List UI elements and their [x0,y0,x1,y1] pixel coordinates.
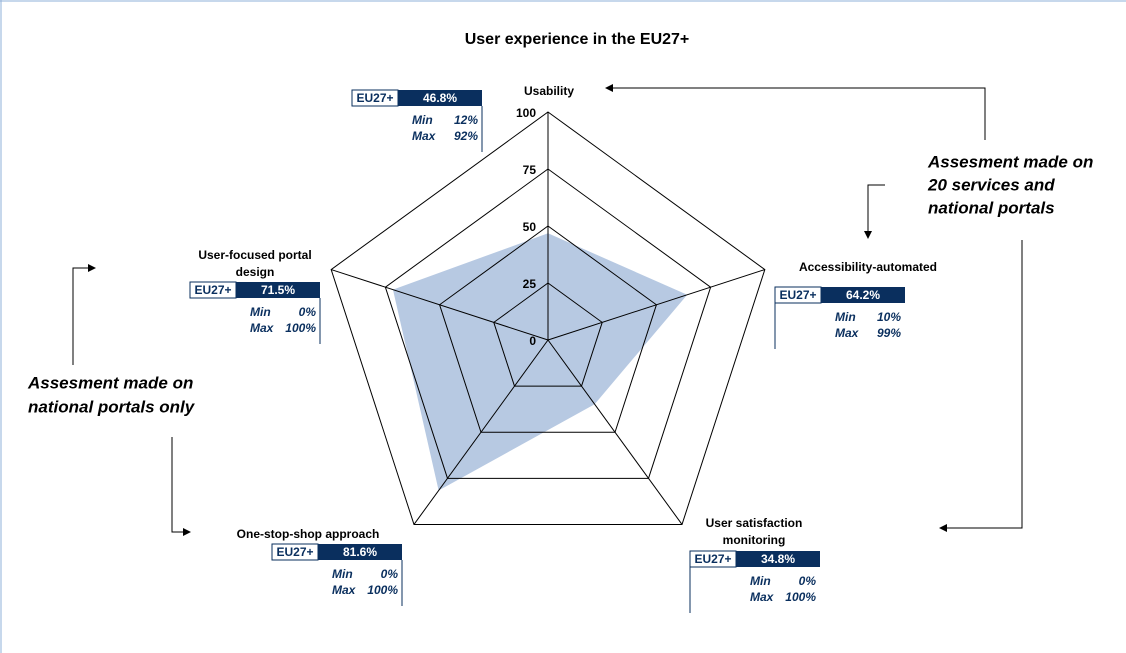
box-label: EU27+ [276,545,313,559]
box-label: EU27+ [194,283,231,297]
box-value-cell [236,282,320,298]
box-label: EU27+ [694,552,731,566]
max-text: Max [835,326,860,340]
annotation: national portals [928,198,1055,217]
axis-label: One-stop-shop approach [237,527,380,541]
arrow [605,84,986,140]
min-text: Min [412,113,433,127]
min-label: 0% [799,574,817,588]
tick-label: 25 [523,277,537,291]
spoke [331,269,549,341]
axis-label: Usability [524,84,574,98]
max-label: 100% [785,590,816,604]
min-text: Min [750,574,771,588]
max-label: 100% [285,321,316,335]
tick-label: 75 [523,163,537,177]
spoke [547,269,765,341]
max-label: 99% [877,326,901,340]
tick-label: 100 [516,106,536,120]
annotation: Assesment made on [927,152,1093,171]
annotation: national portals only [28,397,196,416]
max-text: Max [412,129,437,143]
spoke [547,339,683,525]
max-label: 92% [454,129,478,143]
arrow [72,264,96,365]
box-label: EU27+ [356,91,393,105]
tick-label: 0 [529,334,536,348]
grid-line [493,282,603,387]
max-text: Max [750,590,775,604]
axis-label: monitoring [723,533,786,547]
min-text: Min [835,310,856,324]
box-label: EU27+ [779,288,816,302]
box-value-cell [398,90,482,106]
grid-line [330,111,766,525]
box-value-cell [736,551,820,567]
min-label: 12% [454,113,478,127]
grid-line [438,225,658,433]
min-label: 0% [381,567,399,581]
annotation: Assesment made on [27,373,193,392]
arrow [864,184,885,239]
min-text: Min [332,567,353,581]
box-value-cell [318,544,402,560]
min-text: Min [250,305,271,319]
value-label: 34.8% [761,552,795,566]
axis-label: User-focused portal [198,248,311,262]
arrow [171,437,191,536]
min-label: 0% [299,305,317,319]
data-area [392,233,688,491]
max-text: Max [332,583,357,597]
box-value-cell [821,287,905,303]
min-label: 10% [877,310,901,324]
annotation: 20 services and [927,175,1055,194]
value-label: 64.2% [846,288,880,302]
max-text: Max [250,321,275,335]
value-label: 71.5% [261,283,295,297]
value-label: 46.8% [423,91,457,105]
axis-label: design [236,265,275,279]
max-label: 100% [367,583,398,597]
tick-label: 50 [523,220,537,234]
axis-label: Accessibility-automated [799,260,937,274]
grid-line [384,168,712,479]
axis-label: User satisfaction [706,516,803,530]
chart-title: User experience in the EU27+ [465,31,690,48]
spoke [413,339,549,525]
value-label: 81.6% [343,545,377,559]
arrow [939,240,1023,532]
